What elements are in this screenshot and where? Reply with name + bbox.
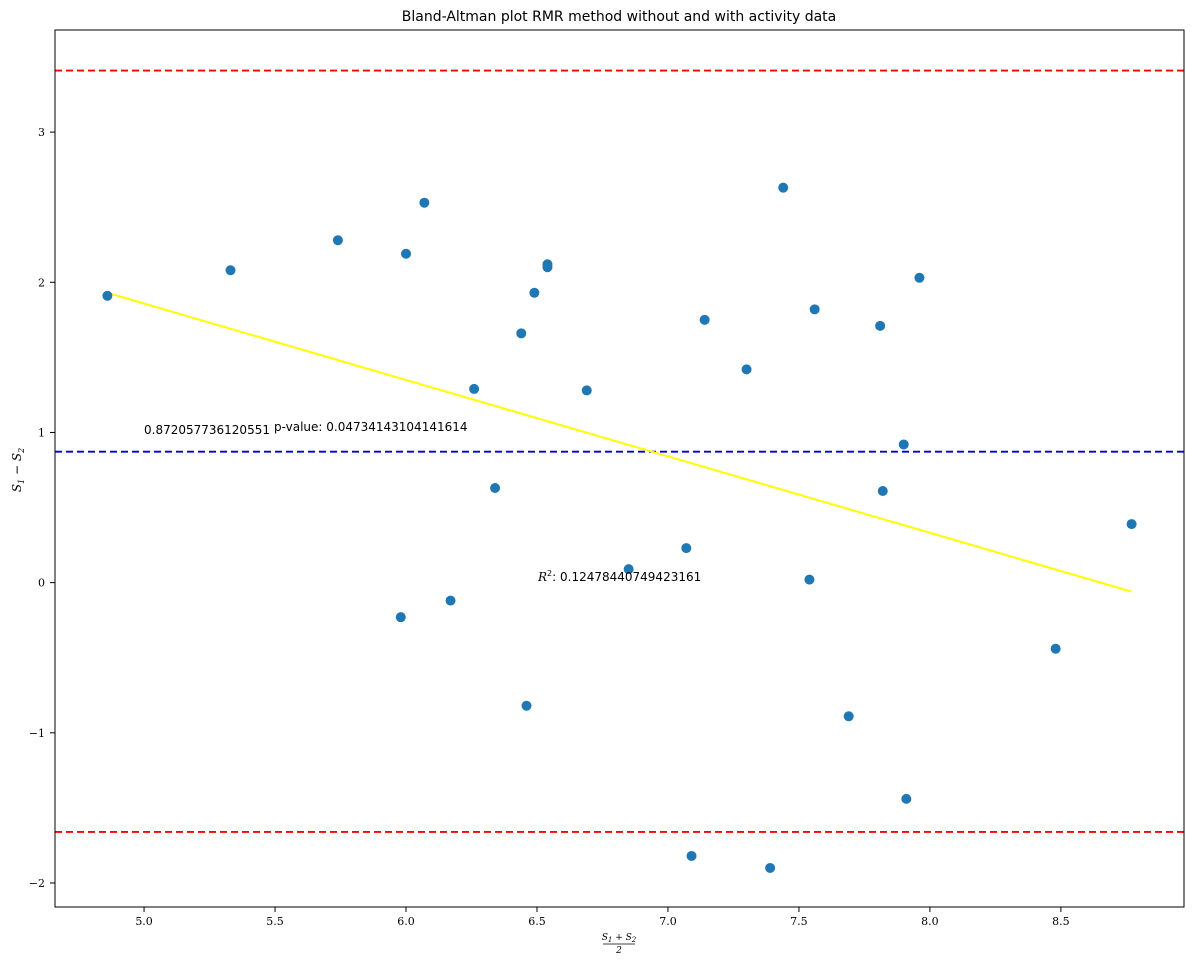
r-squared-annotation: R2: 0.12478440749423161 xyxy=(537,569,701,584)
svg-text:S1 − S2: S1 − S2 xyxy=(10,448,26,492)
mean-value-annotation: 0.872057736120551 xyxy=(144,423,270,437)
y-axis-label: S1 − S2 xyxy=(10,448,26,492)
regression-line-group xyxy=(107,291,1132,593)
data-point xyxy=(765,862,776,873)
plot-area-frame xyxy=(54,29,1185,908)
data-point xyxy=(1050,643,1061,654)
x-tick-label: 7.0 xyxy=(659,915,677,928)
data-point xyxy=(401,248,412,259)
x-tick-label: 8.0 xyxy=(921,915,939,928)
data-point xyxy=(809,304,820,315)
data-point xyxy=(332,235,343,246)
regression-line xyxy=(107,291,1132,593)
y-tick-label: 0 xyxy=(38,577,45,590)
data-point xyxy=(1126,519,1137,530)
data-point xyxy=(542,262,553,273)
data-point xyxy=(445,595,456,606)
data-point xyxy=(804,574,815,585)
data-point xyxy=(741,364,752,375)
data-point xyxy=(901,793,912,804)
data-point xyxy=(581,385,592,396)
chart-title: Bland-Altman plot RMR method without and… xyxy=(402,9,836,25)
data-point xyxy=(623,564,634,575)
y-tick-label: 1 xyxy=(38,426,45,439)
y-axis-ticks: −2 −1 0 1 2 3 xyxy=(29,126,55,890)
svg-text:2: 2 xyxy=(615,946,622,956)
x-tick-label: 5.0 xyxy=(135,915,153,928)
data-point xyxy=(419,197,430,208)
x-axis-ticks: 5.0 5.5 6.0 6.5 7.0 7.5 8.0 8.5 xyxy=(135,907,1070,928)
reference-lines xyxy=(55,69,1184,833)
y-tick-label: −2 xyxy=(29,877,45,890)
x-tick-label: 7.5 xyxy=(790,915,808,928)
x-tick-label: 6.5 xyxy=(528,915,546,928)
data-point xyxy=(686,850,697,861)
data-point xyxy=(877,486,888,497)
x-tick-label: 6.0 xyxy=(397,915,415,928)
y-tick-label: −1 xyxy=(29,727,45,740)
x-axis-label: S1 + S2 2 xyxy=(602,933,637,956)
scatter-points xyxy=(102,182,1137,873)
data-point xyxy=(898,439,909,450)
data-point xyxy=(521,700,532,711)
y-tick-label: 3 xyxy=(38,126,45,139)
x-tick-label: 5.5 xyxy=(266,915,284,928)
p-value-annotation: p-value: 0.04734143104141614 xyxy=(274,420,468,434)
data-point xyxy=(529,287,540,298)
data-point xyxy=(778,182,789,193)
y-tick-label: 2 xyxy=(38,276,45,289)
data-point xyxy=(102,290,113,301)
data-point xyxy=(395,612,406,623)
data-point xyxy=(875,320,886,331)
data-point xyxy=(699,314,710,325)
data-point xyxy=(681,543,692,554)
data-point xyxy=(225,265,236,276)
data-point xyxy=(490,483,501,494)
data-point xyxy=(469,383,480,394)
svg-text:S1 + S2: S1 + S2 xyxy=(602,933,637,944)
data-point xyxy=(914,272,925,283)
data-point xyxy=(843,711,854,722)
x-tick-label: 8.5 xyxy=(1052,915,1070,928)
data-point xyxy=(516,328,527,339)
